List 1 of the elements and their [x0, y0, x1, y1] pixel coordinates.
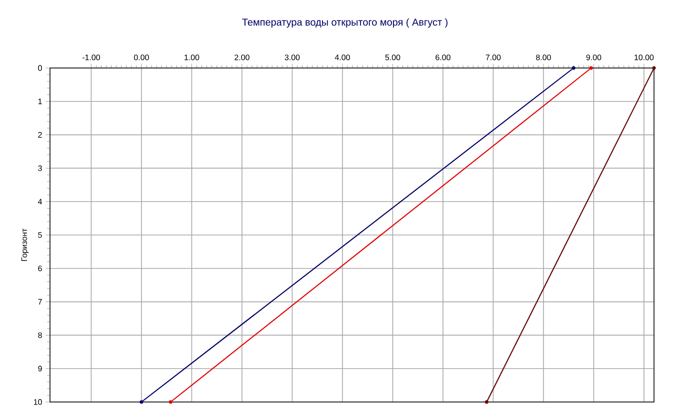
chart-title: Температура воды открытого моря ( Август ) — [242, 18, 448, 28]
